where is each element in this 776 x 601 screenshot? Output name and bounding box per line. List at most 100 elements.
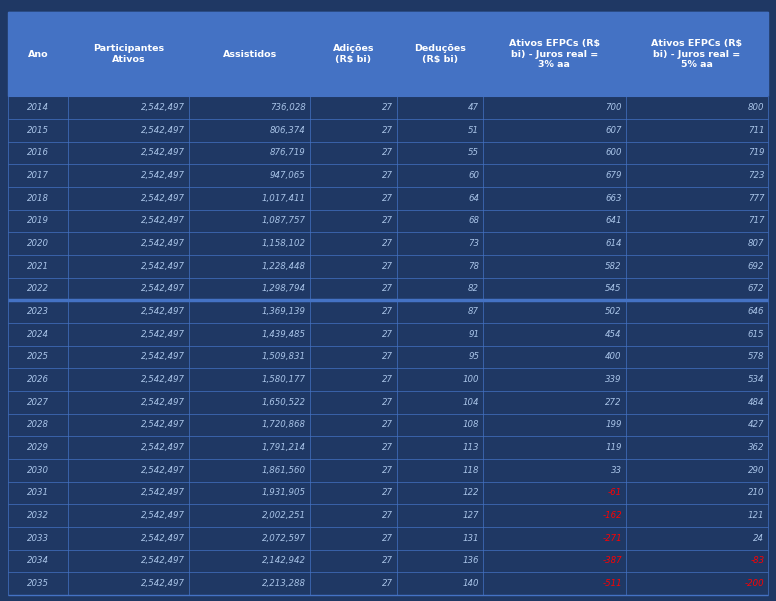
- Text: 73: 73: [468, 239, 479, 248]
- Text: 545: 545: [605, 284, 622, 293]
- Text: 1,369,139: 1,369,139: [262, 307, 306, 316]
- Bar: [483, 119, 625, 141]
- Text: -61: -61: [608, 489, 622, 498]
- Bar: [8, 391, 68, 413]
- Text: 121: 121: [748, 511, 764, 520]
- Bar: [483, 504, 625, 527]
- Text: 2026: 2026: [27, 375, 49, 384]
- Bar: [8, 210, 68, 232]
- Bar: [8, 323, 68, 346]
- Bar: [8, 572, 68, 595]
- Bar: [483, 391, 625, 413]
- Bar: [625, 368, 768, 391]
- Bar: [397, 12, 483, 96]
- Bar: [397, 278, 483, 300]
- Bar: [483, 300, 625, 323]
- Text: 2,542,497: 2,542,497: [140, 171, 185, 180]
- Text: 1,228,448: 1,228,448: [262, 261, 306, 270]
- Bar: [189, 278, 310, 300]
- Text: 2014: 2014: [27, 103, 49, 112]
- Text: 2028: 2028: [27, 421, 49, 430]
- Bar: [397, 550, 483, 572]
- Text: 2035: 2035: [27, 579, 49, 588]
- Text: 1,861,560: 1,861,560: [262, 466, 306, 475]
- Text: -83: -83: [750, 557, 764, 566]
- Text: 615: 615: [748, 330, 764, 339]
- Bar: [397, 119, 483, 141]
- Text: 777: 777: [748, 194, 764, 203]
- Bar: [483, 572, 625, 595]
- Bar: [397, 368, 483, 391]
- Text: 1,650,522: 1,650,522: [262, 398, 306, 407]
- Text: 1,791,214: 1,791,214: [262, 443, 306, 452]
- Text: 600: 600: [605, 148, 622, 157]
- Bar: [397, 141, 483, 164]
- Text: 800: 800: [748, 103, 764, 112]
- Text: 806,374: 806,374: [270, 126, 306, 135]
- Bar: [483, 346, 625, 368]
- Bar: [397, 210, 483, 232]
- Text: 95: 95: [468, 352, 479, 361]
- Text: Ativos EFPCs (R$
bi) - Juros real =
3% aa: Ativos EFPCs (R$ bi) - Juros real = 3% a…: [509, 39, 600, 69]
- Bar: [189, 527, 310, 550]
- Text: 736,028: 736,028: [270, 103, 306, 112]
- Bar: [8, 550, 68, 572]
- Text: 876,719: 876,719: [270, 148, 306, 157]
- Bar: [625, 96, 768, 119]
- Bar: [68, 391, 189, 413]
- Bar: [625, 346, 768, 368]
- Bar: [625, 141, 768, 164]
- Bar: [625, 436, 768, 459]
- Bar: [8, 504, 68, 527]
- Text: 679: 679: [605, 171, 622, 180]
- Text: 711: 711: [748, 126, 764, 135]
- Text: 2016: 2016: [27, 148, 49, 157]
- Text: 118: 118: [462, 466, 479, 475]
- Bar: [8, 141, 68, 164]
- Bar: [310, 481, 397, 504]
- Bar: [625, 164, 768, 187]
- Text: 119: 119: [605, 443, 622, 452]
- Bar: [189, 119, 310, 141]
- Bar: [483, 278, 625, 300]
- Bar: [68, 504, 189, 527]
- Bar: [68, 187, 189, 210]
- Bar: [189, 323, 310, 346]
- Bar: [397, 346, 483, 368]
- Bar: [483, 436, 625, 459]
- Bar: [625, 481, 768, 504]
- Bar: [189, 187, 310, 210]
- Text: 2017: 2017: [27, 171, 49, 180]
- Bar: [189, 210, 310, 232]
- Bar: [310, 96, 397, 119]
- Text: 2029: 2029: [27, 443, 49, 452]
- Bar: [310, 368, 397, 391]
- Text: 27: 27: [382, 421, 393, 430]
- Bar: [483, 96, 625, 119]
- Bar: [625, 187, 768, 210]
- Text: 2,213,288: 2,213,288: [262, 579, 306, 588]
- Bar: [397, 481, 483, 504]
- Bar: [68, 481, 189, 504]
- Bar: [310, 278, 397, 300]
- Text: 27: 27: [382, 148, 393, 157]
- Text: Adições
(R$ bi): Adições (R$ bi): [333, 44, 374, 64]
- Text: 2,542,497: 2,542,497: [140, 148, 185, 157]
- Text: 2019: 2019: [27, 216, 49, 225]
- Text: 607: 607: [605, 126, 622, 135]
- Text: 362: 362: [748, 443, 764, 452]
- Text: 2,542,497: 2,542,497: [140, 511, 185, 520]
- Bar: [189, 12, 310, 96]
- Text: 641: 641: [605, 216, 622, 225]
- Text: 87: 87: [468, 307, 479, 316]
- Bar: [625, 278, 768, 300]
- Text: 1,931,905: 1,931,905: [262, 489, 306, 498]
- Text: 2023: 2023: [27, 307, 49, 316]
- Text: 140: 140: [462, 579, 479, 588]
- Bar: [189, 164, 310, 187]
- Text: 2022: 2022: [27, 284, 49, 293]
- Bar: [310, 255, 397, 278]
- Bar: [625, 413, 768, 436]
- Text: 78: 78: [468, 261, 479, 270]
- Bar: [8, 278, 68, 300]
